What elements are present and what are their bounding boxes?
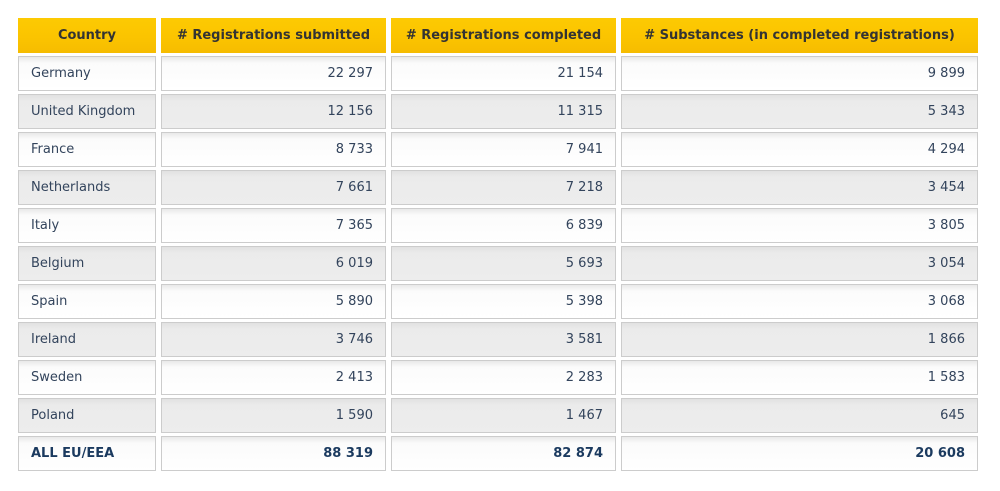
table-body: Germany 22 297 21 154 9 899 United Kingdom 12… (18, 56, 978, 471)
value-cell: 9 899 (621, 56, 978, 91)
value-cell: 6 839 (391, 208, 616, 243)
total-label: ALL EU/EEA (18, 436, 156, 471)
page: Country # Registrations submitted # Regist… (0, 15, 1000, 491)
value-cell: 1 467 (391, 398, 616, 433)
value-cell: 1 590 (161, 398, 386, 433)
total-value-cell: 20 608 (621, 436, 978, 471)
table-row: Ireland 3 746 3 581 1 866 (18, 322, 978, 357)
value-cell: 8 733 (161, 132, 386, 167)
column-header-2: # Registrations completed (391, 18, 616, 53)
value-cell: 3 068 (621, 284, 978, 319)
value-cell: 1 866 (621, 322, 978, 357)
value-cell: 2 283 (391, 360, 616, 395)
total-value-cell: 82 874 (391, 436, 616, 471)
total-row: ALL EU/EEA 88 319 82 874 20 608 (18, 436, 978, 471)
country-name: Spain (18, 284, 156, 319)
value-cell: 645 (621, 398, 978, 433)
country-name: Germany (18, 56, 156, 91)
table-row: Belgium 6 019 5 693 3 054 (18, 246, 978, 281)
column-header-1: # Registrations submitted (161, 18, 386, 53)
value-cell: 12 156 (161, 94, 386, 129)
value-cell: 2 413 (161, 360, 386, 395)
value-cell: 5 890 (161, 284, 386, 319)
country-name: France (18, 132, 156, 167)
table-row: Sweden 2 413 2 283 1 583 (18, 360, 978, 395)
value-cell: 7 661 (161, 170, 386, 205)
column-header-0: Country (18, 18, 156, 53)
table-row: Germany 22 297 21 154 9 899 (18, 56, 978, 91)
table-row: United Kingdom 12 156 11 315 5 343 (18, 94, 978, 129)
country-name: Ireland (18, 322, 156, 357)
value-cell: 11 315 (391, 94, 616, 129)
table-header: Country # Registrations submitted # Regist… (18, 18, 978, 53)
header-row: Country # Registrations submitted # Regist… (18, 18, 978, 53)
value-cell: 5 398 (391, 284, 616, 319)
value-cell: 3 805 (621, 208, 978, 243)
country-name: Netherlands (18, 170, 156, 205)
table-row: Italy 7 365 6 839 3 805 (18, 208, 978, 243)
value-cell: 1 583 (621, 360, 978, 395)
value-cell: 3 054 (621, 246, 978, 281)
value-cell: 5 343 (621, 94, 978, 129)
table-row: France 8 733 7 941 4 294 (18, 132, 978, 167)
value-cell: 7 941 (391, 132, 616, 167)
value-cell: 5 693 (391, 246, 616, 281)
value-cell: 7 365 (161, 208, 386, 243)
table-row: Poland 1 590 1 467 645 (18, 398, 978, 433)
value-cell: 3 454 (621, 170, 978, 205)
country-name: Poland (18, 398, 156, 433)
total-value-cell: 88 319 (161, 436, 386, 471)
value-cell: 4 294 (621, 132, 978, 167)
table-row: Netherlands 7 661 7 218 3 454 (18, 170, 978, 205)
value-cell: 21 154 (391, 56, 616, 91)
country-name: United Kingdom (18, 94, 156, 129)
table-row: Spain 5 890 5 398 3 068 (18, 284, 978, 319)
value-cell: 3 581 (391, 322, 616, 357)
country-name: Sweden (18, 360, 156, 395)
value-cell: 22 297 (161, 56, 386, 91)
column-header-3: # Substances (in completed registrations… (621, 18, 978, 53)
registrations-by-country-table: Country # Registrations submitted # Regist… (13, 15, 983, 474)
value-cell: 3 746 (161, 322, 386, 357)
value-cell: 7 218 (391, 170, 616, 205)
country-name: Italy (18, 208, 156, 243)
country-name: Belgium (18, 246, 156, 281)
value-cell: 6 019 (161, 246, 386, 281)
